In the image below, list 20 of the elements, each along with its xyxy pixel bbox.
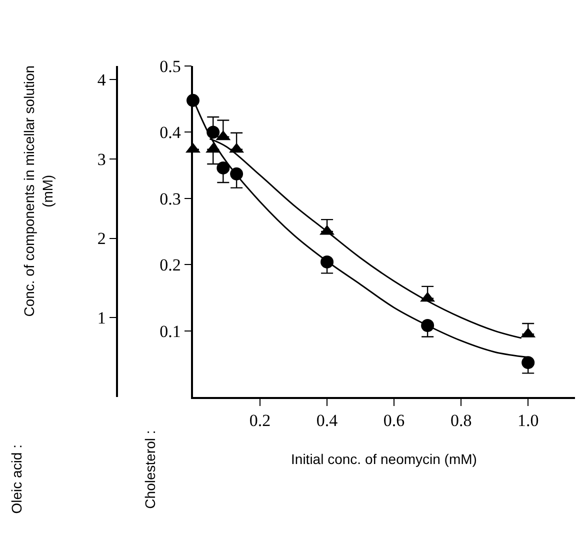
x-tick-label: 0.6 xyxy=(383,411,405,430)
y-tick-label: 0.1 xyxy=(160,322,181,341)
y2-axis-title: Conc. of components in micellar solution (mM) xyxy=(21,65,56,317)
x-tick-label: 1.0 xyxy=(517,411,539,430)
text: Cholesterol : xyxy=(142,430,158,509)
y-tick-label: 0.3 xyxy=(160,189,181,208)
y-tick-label: 0.2 xyxy=(160,256,181,275)
x-tick-label: 0.8 xyxy=(450,411,472,430)
x-axis-title: Initial conc. of neomycin (mM) xyxy=(291,450,477,467)
y-tick-label: 0.4 xyxy=(160,123,182,142)
point xyxy=(522,356,535,370)
y2-tick-label: 2 xyxy=(97,229,106,248)
text: Oleic acid : xyxy=(8,444,24,514)
y2-tick-label: 4 xyxy=(97,70,106,90)
x-tick-label: 0.4 xyxy=(316,411,338,430)
y2-tick-label: 1 xyxy=(97,308,106,328)
x-tick-label: 0.2 xyxy=(249,411,271,430)
point xyxy=(216,161,230,174)
y2-tick-label: 3 xyxy=(97,150,106,169)
y-tick-label: 0.5 xyxy=(160,56,181,76)
